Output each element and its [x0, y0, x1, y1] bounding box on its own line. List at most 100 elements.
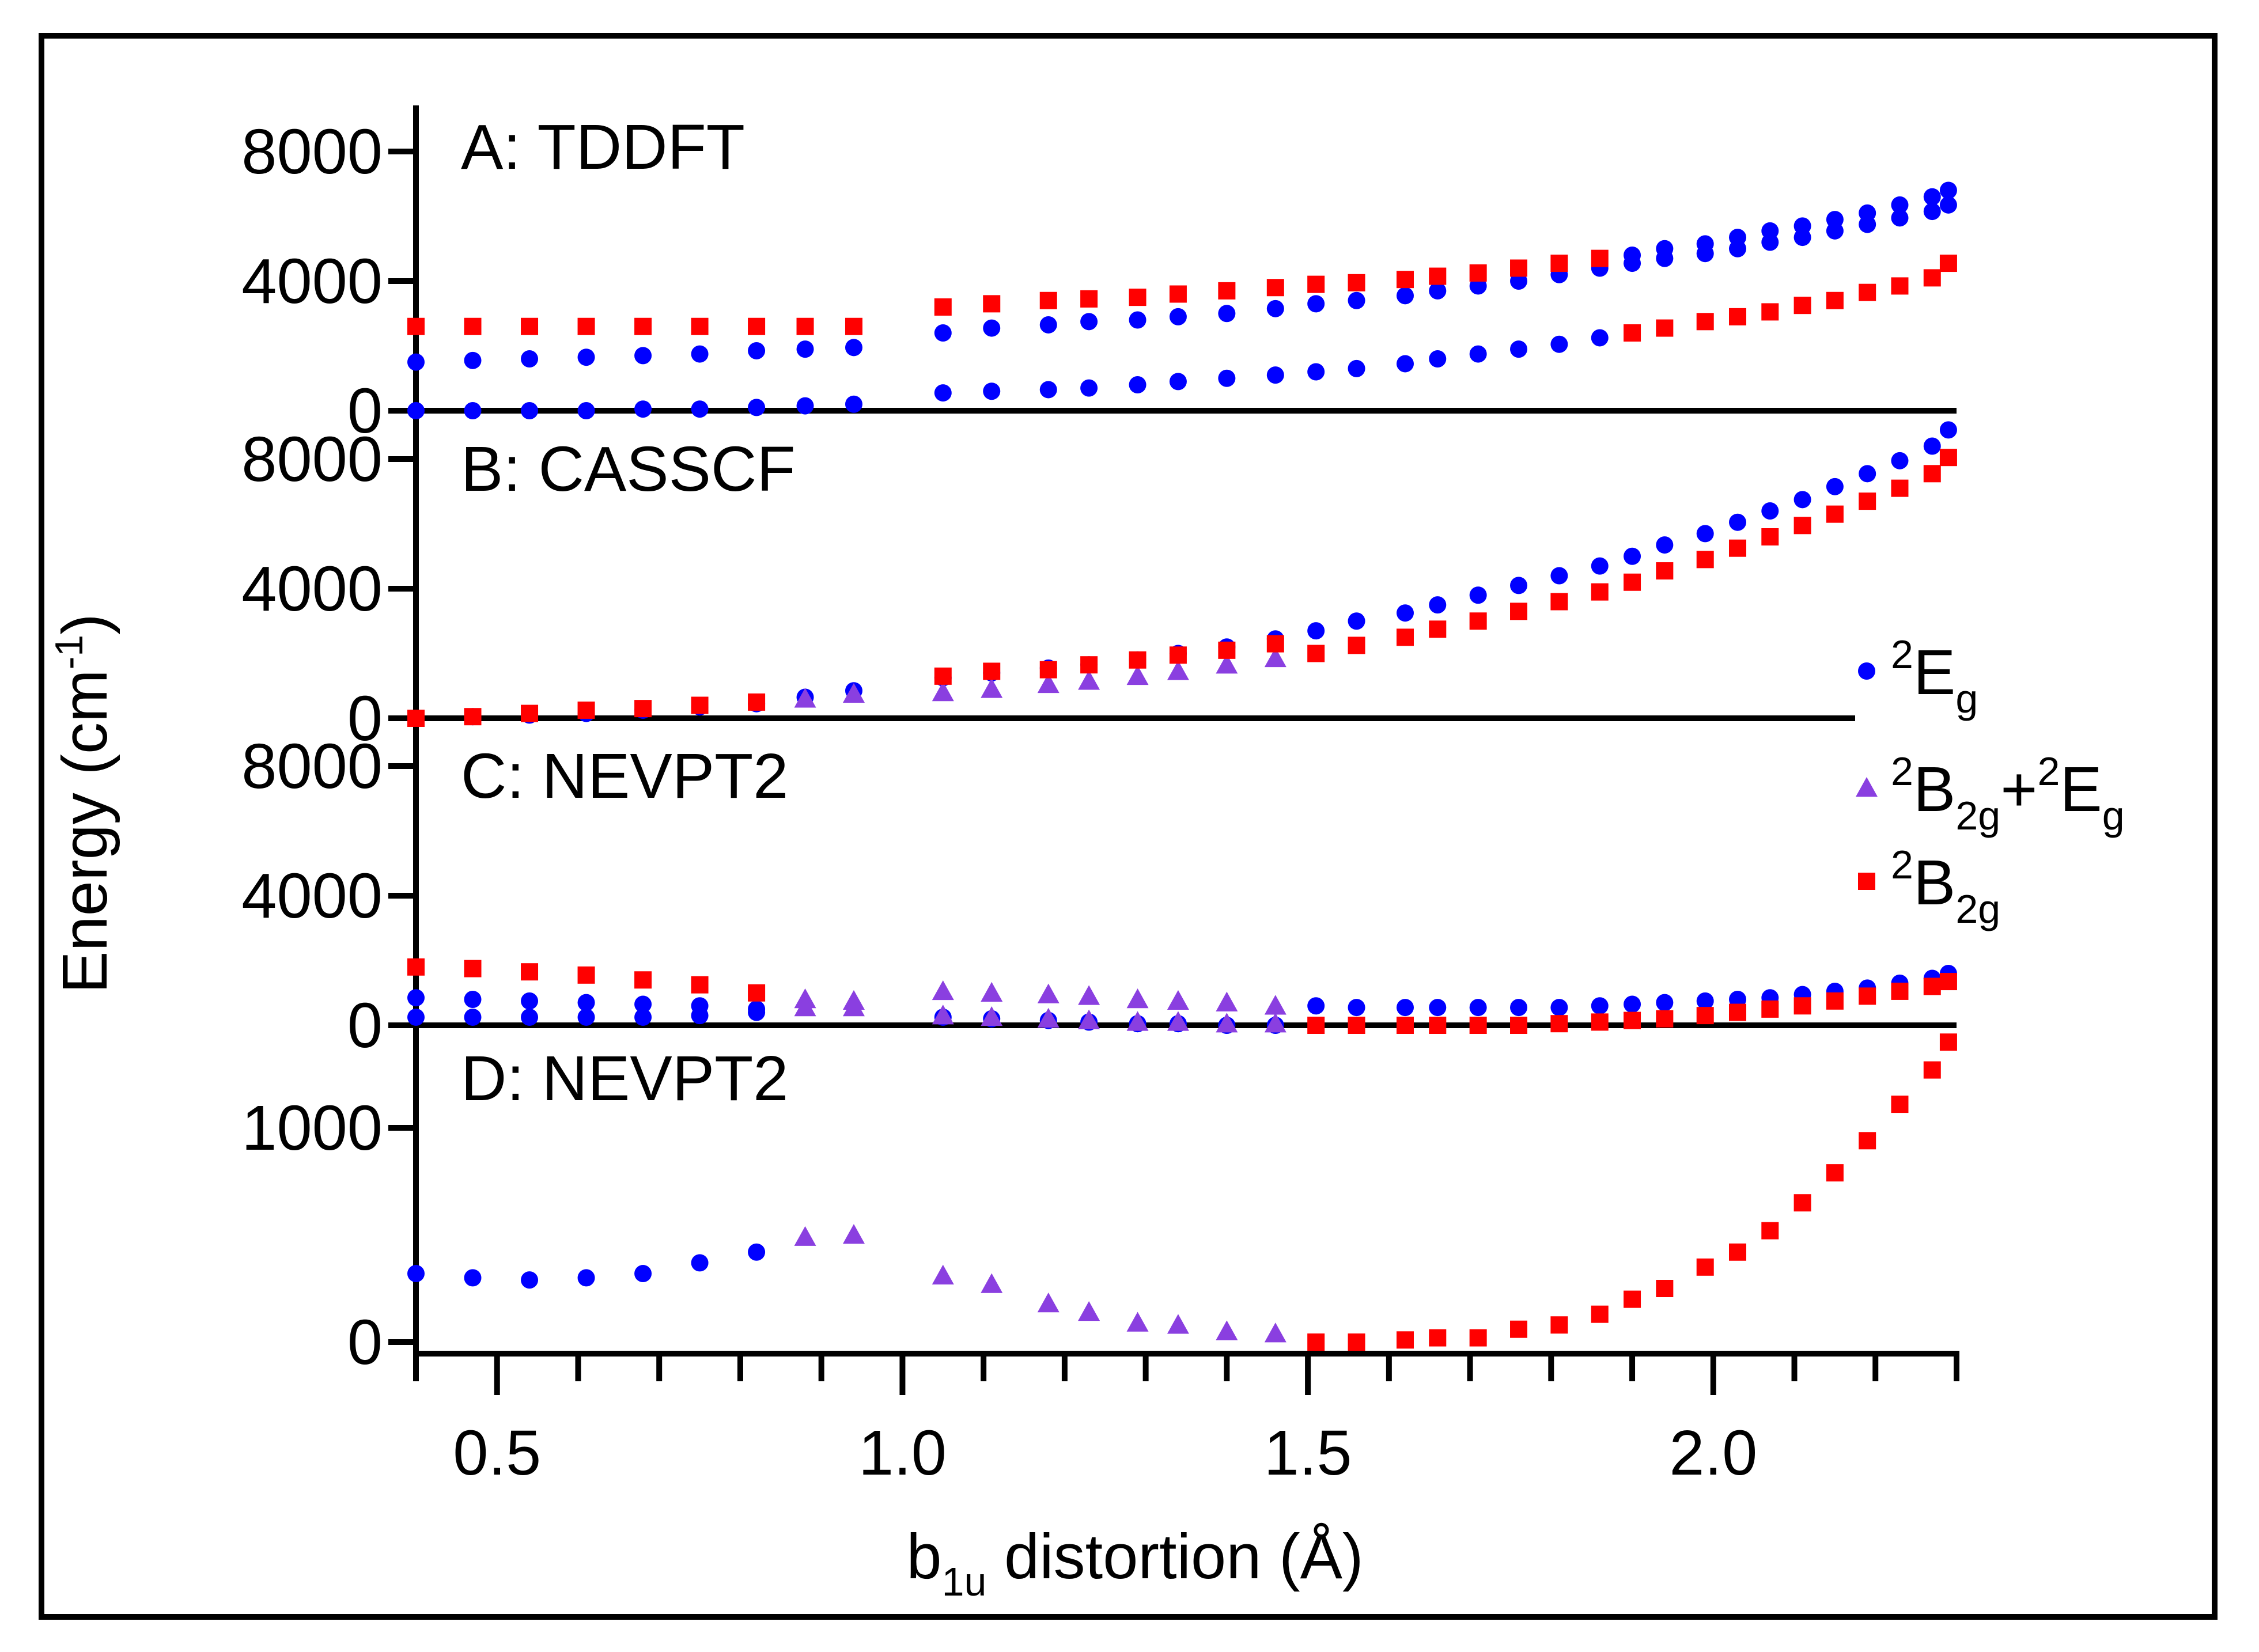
data-point-eg	[521, 402, 539, 419]
data-point-eg	[1510, 577, 1528, 594]
data-point-b2g	[1624, 1011, 1641, 1029]
data-point-eg	[1469, 999, 1487, 1017]
data-point-b2g	[1039, 291, 1057, 309]
data-point-mixed	[932, 681, 954, 702]
data-point-eg	[407, 353, 425, 371]
x-axis: 0.5 1.0 1.5 2.0	[413, 1351, 1959, 1488]
data-point-eg	[1656, 240, 1674, 257]
data-point-b2g	[1729, 1243, 1747, 1261]
data-point-eg	[1080, 313, 1098, 331]
data-point-eg	[845, 395, 862, 413]
data-point-mixed	[981, 982, 1003, 1002]
data-point-mixed	[1078, 1301, 1100, 1321]
data-point-mixed	[842, 683, 865, 703]
data-point-b2g	[1891, 479, 1909, 497]
data-point-b2g	[1859, 283, 1876, 301]
panel-A: 0 4000 8000 A: TDDFT	[241, 112, 1957, 446]
data-point-b2g	[1826, 992, 1844, 1010]
legend-label-part: 2	[1891, 842, 1913, 887]
data-point-eg	[1624, 247, 1641, 264]
data-point-b2g	[1859, 492, 1876, 510]
data-point-eg	[1080, 379, 1098, 397]
data-point-mixed	[1126, 988, 1149, 1009]
data-point-b2g	[1429, 1017, 1447, 1034]
data-point-eg	[1469, 586, 1487, 604]
data-point-eg	[691, 345, 709, 363]
data-point-mixed	[1037, 673, 1060, 694]
panel-B-ytick-label: 4000	[241, 554, 383, 624]
data-point-b2g	[521, 963, 539, 981]
panel-C-series-b2g	[407, 958, 1957, 1034]
data-point-mixed	[1078, 1009, 1100, 1029]
data-point-b2g	[1469, 1329, 1487, 1347]
data-point-b2g	[1696, 551, 1714, 569]
data-point-mixed	[1216, 1320, 1238, 1340]
data-point-b2g	[748, 693, 766, 711]
x-axis-label-main: b	[906, 1521, 941, 1592]
data-point-eg	[407, 1264, 425, 1282]
data-point-eg	[1550, 999, 1568, 1017]
legend-label-part: E	[1913, 637, 1955, 708]
data-point-eg	[521, 1008, 539, 1026]
data-point-b2g	[1429, 620, 1447, 638]
data-point-b2g	[1080, 290, 1098, 308]
data-point-eg	[691, 400, 709, 418]
legend-label-part: 2	[1891, 749, 1913, 794]
data-point-eg	[845, 339, 862, 357]
data-point-eg	[521, 350, 539, 367]
data-point-eg	[1169, 373, 1187, 391]
data-point-mixed	[1264, 647, 1286, 668]
data-point-b2g	[1550, 593, 1568, 611]
data-point-b2g	[577, 966, 595, 984]
data-point-b2g	[464, 708, 482, 726]
data-point-b2g	[1826, 1164, 1844, 1182]
data-point-b2g	[1591, 249, 1609, 267]
legend-marker-triangle-icon	[1856, 777, 1878, 797]
data-point-b2g	[1510, 603, 1528, 620]
panel-D-ytick-label: 1000	[241, 1093, 383, 1164]
data-point-b2g	[1761, 303, 1779, 321]
data-point-eg	[748, 399, 766, 416]
data-point-eg	[1624, 547, 1641, 565]
data-point-b2g	[1793, 517, 1811, 535]
data-point-b2g	[1469, 612, 1487, 630]
data-point-eg	[1696, 992, 1714, 1010]
data-point-b2g	[1510, 259, 1528, 277]
data-point-b2g	[1396, 1331, 1414, 1349]
data-point-eg	[1396, 999, 1414, 1017]
legend-marker-circle-icon	[1858, 662, 1875, 680]
data-point-b2g	[1859, 987, 1876, 1005]
legend-label-part: 2g	[1955, 886, 2000, 931]
data-point-eg	[464, 402, 482, 419]
data-point-mixed	[981, 1006, 1003, 1026]
data-point-eg	[634, 995, 652, 1013]
data-point-mixed	[1264, 995, 1286, 1015]
data-point-b2g	[1266, 635, 1284, 653]
data-point-b2g	[748, 984, 766, 1002]
data-point-eg	[1891, 209, 1909, 227]
data-point-eg	[748, 342, 766, 359]
legend-label-part: g	[1955, 676, 1978, 721]
data-point-mixed	[1078, 670, 1100, 690]
data-point-b2g	[1793, 297, 1811, 315]
data-point-mixed	[1037, 1293, 1060, 1313]
data-point-b2g	[1591, 583, 1609, 601]
data-point-eg	[1656, 994, 1674, 1011]
data-point-b2g	[1939, 255, 1957, 272]
data-point-b2g	[634, 700, 652, 718]
data-point-b2g	[1624, 573, 1641, 591]
data-point-b2g	[1923, 465, 1941, 483]
legend-marker-square-icon	[1858, 873, 1875, 890]
data-point-eg	[934, 384, 952, 402]
panel-B-title: B: CASSCF	[461, 434, 796, 505]
data-point-eg	[1218, 305, 1236, 323]
data-point-b2g	[1550, 1316, 1568, 1334]
data-point-eg	[1696, 525, 1714, 543]
data-point-mixed	[842, 1224, 865, 1244]
panel-C-ytick-label: 8000	[241, 731, 383, 802]
x-axis-label-rest: distortion (Å)	[986, 1521, 1363, 1592]
data-point-b2g	[1550, 1015, 1568, 1033]
data-point-eg	[1348, 999, 1365, 1017]
x-tick-label: 1.0	[858, 1418, 947, 1488]
x-tick-label: 1.5	[1264, 1418, 1352, 1488]
